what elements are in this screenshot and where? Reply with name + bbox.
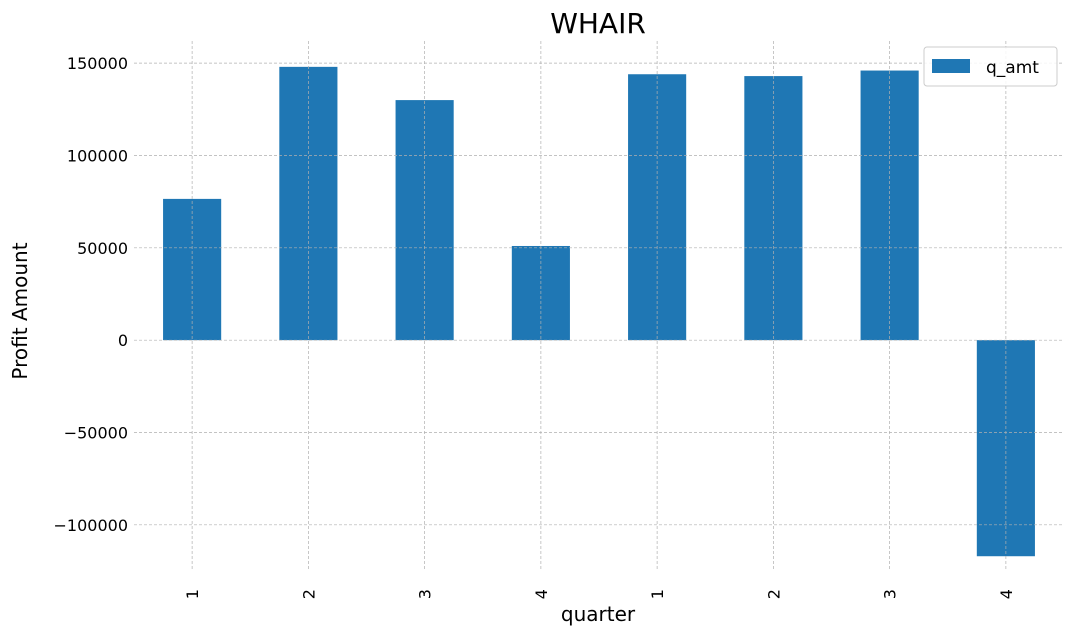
legend-swatch: [932, 59, 970, 73]
y-tick-label: 150000: [67, 54, 128, 73]
grid: [134, 41, 1064, 571]
y-axis-label: Profit Amount: [8, 242, 32, 379]
x-tick-label: 1: [648, 589, 667, 599]
y-tick-label: 0: [118, 331, 128, 350]
y-tick-label: 100000: [67, 146, 128, 165]
bars: [163, 66, 1035, 557]
y-tick-label: 50000: [77, 239, 128, 258]
bar-q_amt-6: [860, 70, 919, 341]
y-tick-labels: −100000 −50000 0 50000 100000 150000: [54, 54, 128, 535]
bar-q_amt-2: [395, 100, 454, 341]
x-tick-label: 4: [532, 589, 551, 599]
legend-box: [923, 46, 1058, 87]
chart-title: WHAIR: [550, 7, 646, 40]
x-tick-label: 2: [764, 589, 783, 599]
x-axis-label: quarter: [561, 602, 636, 626]
x-tick-labels: 1 2 3 4 1 2 3 4: [183, 589, 1016, 599]
legend: q_amt: [923, 46, 1058, 87]
y-tick-label: −100000: [54, 516, 128, 535]
x-tick-label: 2: [299, 589, 318, 599]
x-tick-label: 3: [881, 589, 900, 599]
x-tick-label: 3: [416, 589, 435, 599]
x-tick-label: 4: [997, 589, 1016, 599]
legend-label-q-amt: q_amt: [986, 58, 1039, 78]
y-tick-label: −50000: [64, 423, 128, 442]
x-tick-label: 1: [183, 589, 202, 599]
